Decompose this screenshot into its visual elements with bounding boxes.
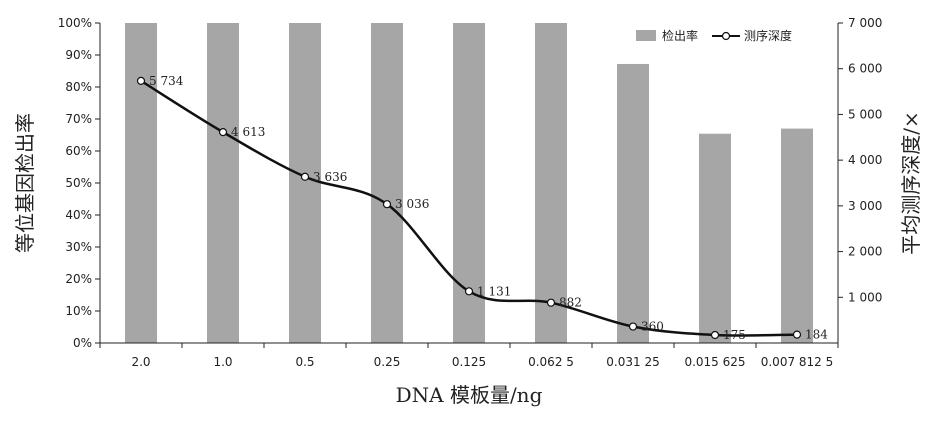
left-axis-title: 等位基因检出率 — [13, 113, 37, 253]
right-tick-label: 4 000 — [848, 153, 882, 167]
x-axis-title: DNA 模板量/ng — [396, 383, 543, 407]
x-tick-label: 0.062 5 — [528, 355, 574, 369]
x-tick-label: 0.031 25 — [606, 355, 659, 369]
left-tick-label: 100% — [58, 16, 92, 30]
depth-data-label: 5 734 — [149, 74, 184, 88]
x-tick-label: 0.5 — [295, 355, 314, 369]
left-tick-label: 50% — [65, 176, 92, 190]
depth-data-label: 882 — [559, 296, 582, 310]
left-tick-label: 30% — [65, 240, 92, 254]
left-tick-label: 90% — [65, 48, 92, 62]
left-tick-label: 0% — [73, 336, 92, 350]
depth-point — [218, 128, 228, 137]
legend-bar-label: 检出率 — [662, 28, 698, 43]
bar — [289, 23, 321, 343]
bar — [535, 23, 567, 343]
legend-line-label: 测序深度 — [744, 28, 792, 43]
depth-point — [136, 76, 146, 85]
bar — [371, 23, 403, 343]
axes-group — [95, 22, 843, 348]
depth-data-label: 3 636 — [313, 170, 347, 184]
x-tick-label: 0.125 — [452, 355, 486, 369]
x-tick-label: 0.25 — [374, 355, 401, 369]
bar — [125, 23, 157, 343]
depth-data-label: 184 — [805, 328, 828, 342]
x-tick-label: 0.007 812 5 — [761, 355, 834, 369]
depth-point — [792, 330, 802, 339]
bar — [699, 133, 731, 343]
left-tick-label: 10% — [65, 304, 92, 318]
left-tick-label: 40% — [65, 208, 92, 222]
legend-bar-swatch — [636, 30, 656, 41]
right-tick-label: 5 000 — [848, 107, 882, 121]
right-tick-labels: 1 000 2 000 3 000 4 000 5 000 6 000 7 000 — [848, 16, 882, 304]
left-tick-label: 80% — [65, 80, 92, 94]
left-tick-label: 60% — [65, 144, 92, 158]
bar — [781, 128, 813, 343]
legend-line-marker — [721, 31, 731, 41]
x-tick-label: 0.015 625 — [684, 355, 745, 369]
right-tick-label: 2 000 — [848, 245, 882, 259]
x-tick-label: 1.0 — [213, 355, 232, 369]
left-tick-labels: 0% 10% 20% 30% 40% 50% 60% 70% 80% 90% 100% — [58, 16, 92, 350]
depth-data-label: 175 — [723, 328, 746, 342]
right-tick-label: 3 000 — [848, 199, 882, 213]
bar — [617, 63, 649, 344]
depth-data-label: 1 131 — [477, 284, 511, 298]
depth-point — [464, 287, 474, 296]
depth-data-label: 4 613 — [231, 125, 265, 139]
depth-data-label: 3 036 — [395, 197, 429, 211]
left-tick-label: 70% — [65, 112, 92, 126]
depth-point — [300, 172, 310, 181]
legend: 检出率 测序深度 — [636, 28, 792, 43]
depth-point — [628, 322, 638, 331]
depth-data-label: 360 — [641, 320, 664, 334]
right-axis-title: 平均测序深度/× — [899, 111, 923, 255]
depth-point — [546, 298, 556, 307]
right-tick-label: 6 000 — [848, 62, 882, 76]
bar — [207, 23, 239, 343]
right-tick-label: 1 000 — [848, 290, 882, 304]
right-tick-label: 7 000 — [848, 16, 882, 30]
x-tick-labels: 2.0 1.0 0.5 0.25 0.125 0.062 5 0.031 25 0.015 6… — [131, 355, 833, 369]
left-tick-label: 20% — [65, 272, 92, 286]
depth-point — [710, 330, 720, 340]
depth-line-group: 5 734 4 613 3 636 3 036 1 131 882 360 175 184 — [136, 74, 828, 342]
depth-point — [382, 200, 392, 209]
x-tick-label: 2.0 — [131, 355, 150, 369]
